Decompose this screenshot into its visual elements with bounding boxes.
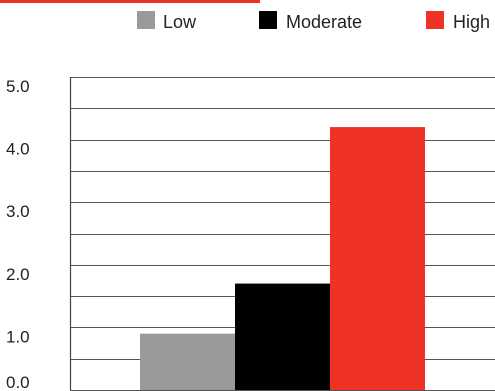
- legend-swatch-low: [137, 11, 155, 29]
- bar-high: [330, 127, 425, 390]
- bar-low: [140, 333, 235, 390]
- legend-label-low: Low: [163, 12, 197, 32]
- legend-item-low: Low: [137, 11, 197, 32]
- y-tick-label: 2.0: [6, 265, 30, 284]
- legend-item-high: High: [426, 11, 490, 32]
- bars: [140, 127, 425, 390]
- bar-moderate: [235, 283, 330, 390]
- legend: Low Moderate High: [137, 11, 490, 32]
- legend-label-high: High: [453, 12, 490, 32]
- legend-swatch-high: [426, 11, 444, 29]
- header-strip: [0, 0, 260, 3]
- y-tick-label: 4.0: [6, 140, 30, 159]
- y-tick-label: 0.0: [6, 373, 30, 391]
- legend-label-moderate: Moderate: [286, 12, 362, 32]
- y-tick-label: 3.0: [6, 202, 30, 221]
- legend-swatch-moderate: [259, 11, 277, 29]
- y-tick-label: 5.0: [6, 77, 30, 96]
- legend-item-moderate: Moderate: [259, 11, 362, 32]
- y-tick-label: 1.0: [6, 327, 30, 346]
- y-axis-tick-labels: 0.0 1.0 2.0 3.0 4.0 5.0: [6, 77, 30, 391]
